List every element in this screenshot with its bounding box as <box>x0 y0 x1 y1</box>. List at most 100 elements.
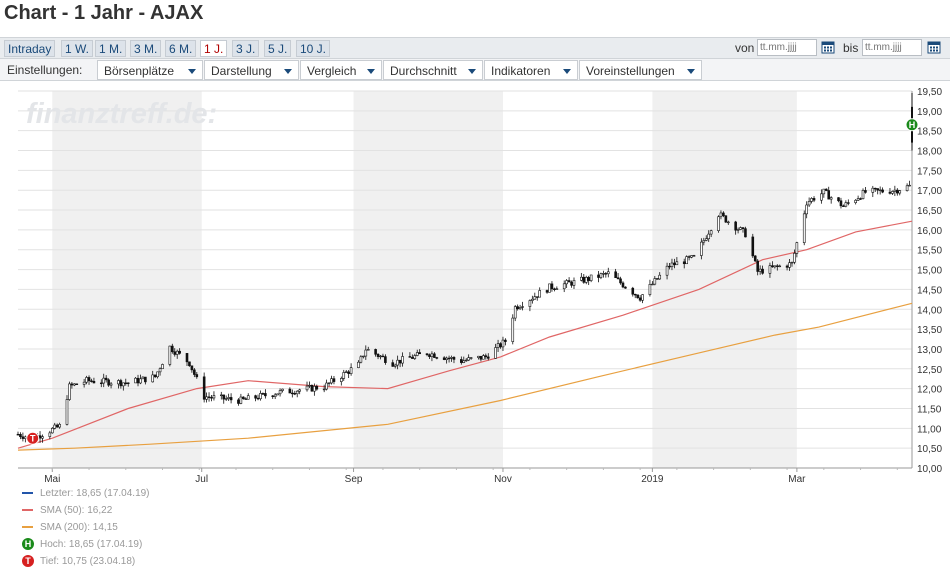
candle-body <box>68 383 71 400</box>
candle-body <box>376 353 380 357</box>
dropdown-indikatoren[interactable]: Indikatoren <box>484 60 578 80</box>
candle-body <box>310 385 314 392</box>
caret-down-icon <box>188 69 196 74</box>
candle-body <box>722 212 725 217</box>
dropdown-darstellung[interactable]: Darstellung <box>204 60 299 80</box>
caret-down-icon <box>284 69 292 74</box>
x-tick-label: Mar <box>788 474 806 485</box>
candle-body <box>477 355 480 358</box>
candle-body <box>117 380 120 385</box>
dropdown-vergleich[interactable]: Vergleich <box>300 60 382 80</box>
candle-body <box>298 389 301 392</box>
candle-body <box>379 355 382 358</box>
candle-body <box>636 294 639 299</box>
to-date-input[interactable] <box>862 39 922 56</box>
marker-circle <box>905 118 919 132</box>
candle-body <box>871 187 875 193</box>
candle-body <box>734 221 737 231</box>
dropdown-boersenplaetze[interactable]: Börsenplätze <box>97 60 203 80</box>
candle-body <box>229 397 233 401</box>
candle-body <box>239 396 243 404</box>
tab-5-years[interactable]: 5 J. <box>264 40 292 57</box>
legend-swatch <box>22 492 33 494</box>
candle-body <box>210 397 213 399</box>
candle-body <box>724 215 728 223</box>
candle-body <box>222 394 226 400</box>
candle-body <box>344 371 348 373</box>
candle-body <box>178 350 181 354</box>
candle-body <box>893 189 897 192</box>
candle-body <box>464 359 468 362</box>
tab-1-week[interactable]: 1 W. <box>61 40 94 57</box>
candle-body <box>602 273 605 275</box>
candle-body <box>53 424 57 429</box>
tab-1-year[interactable]: 1 J. <box>200 40 228 57</box>
candle-body <box>73 383 76 386</box>
candle-body <box>876 188 880 191</box>
candle-body <box>48 432 52 437</box>
y-tick-label: 13,00 <box>917 345 942 356</box>
candle-body <box>482 355 485 360</box>
candle-body <box>411 357 414 359</box>
y-tick-label: 18,50 <box>917 127 942 138</box>
tab-intraday[interactable]: Intraday <box>4 40 56 57</box>
y-tick-label: 10,00 <box>917 464 942 475</box>
candle-body <box>325 382 328 390</box>
candle-body <box>682 261 686 265</box>
tab-3-months[interactable]: 3 M. <box>130 40 162 57</box>
candle-body <box>327 382 331 385</box>
calendar-icon[interactable] <box>821 40 835 54</box>
candle-body <box>513 306 517 319</box>
candle-body <box>271 395 275 397</box>
candle-body <box>837 197 840 202</box>
sma200-line <box>17 302 913 451</box>
candle-body <box>479 355 483 360</box>
candle-body <box>641 294 644 301</box>
candle-body <box>207 396 211 398</box>
from-date-input[interactable] <box>757 39 817 56</box>
candle-body <box>19 434 22 438</box>
candle-body <box>462 360 466 363</box>
candle-body <box>408 356 412 358</box>
candle-body <box>864 190 867 193</box>
candle-body <box>435 357 439 359</box>
candle-body <box>805 204 808 215</box>
candle-body <box>673 262 676 266</box>
candle-body <box>227 397 230 399</box>
candle-body <box>589 274 593 281</box>
candle-body <box>795 242 799 254</box>
candle-body <box>295 390 299 395</box>
caret-down-icon <box>687 69 695 74</box>
candle-body <box>844 202 848 207</box>
candle-body <box>638 297 642 301</box>
y-tick-label: 14,50 <box>917 285 942 296</box>
candle-body <box>364 349 368 357</box>
dropdown-durchschnitt[interactable]: Durchschnitt <box>383 60 483 80</box>
candle-body <box>685 256 688 265</box>
y-tick-label: 18,00 <box>917 147 942 158</box>
candle-body <box>87 377 91 382</box>
tab-1-month[interactable]: 1 M. <box>95 40 127 57</box>
legend-swatch <box>22 509 33 511</box>
candle-body <box>567 280 571 283</box>
candle-body <box>758 268 762 272</box>
candle-body <box>896 189 899 194</box>
tab-10-years[interactable]: 10 J. <box>296 40 331 57</box>
candle-body <box>856 198 860 201</box>
candle-body <box>359 356 363 363</box>
calendar-icon[interactable] <box>927 40 941 54</box>
candle-body <box>572 279 576 286</box>
tab-6-months[interactable]: 6 M. <box>165 40 197 57</box>
candle-body <box>778 265 782 268</box>
candle-body <box>447 357 451 360</box>
candle-body <box>881 189 884 193</box>
candle-body <box>357 361 360 368</box>
tab-3-years[interactable]: 3 J. <box>232 40 260 57</box>
candle-body <box>690 255 693 258</box>
candle-body <box>126 382 130 384</box>
grid-lines <box>18 90 913 469</box>
dropdown-voreinstellungen[interactable]: Voreinstellungen <box>579 60 702 80</box>
to-label: bis <box>843 41 859 55</box>
candle-body <box>185 353 189 363</box>
dropdown-label: Indikatoren <box>491 64 551 78</box>
